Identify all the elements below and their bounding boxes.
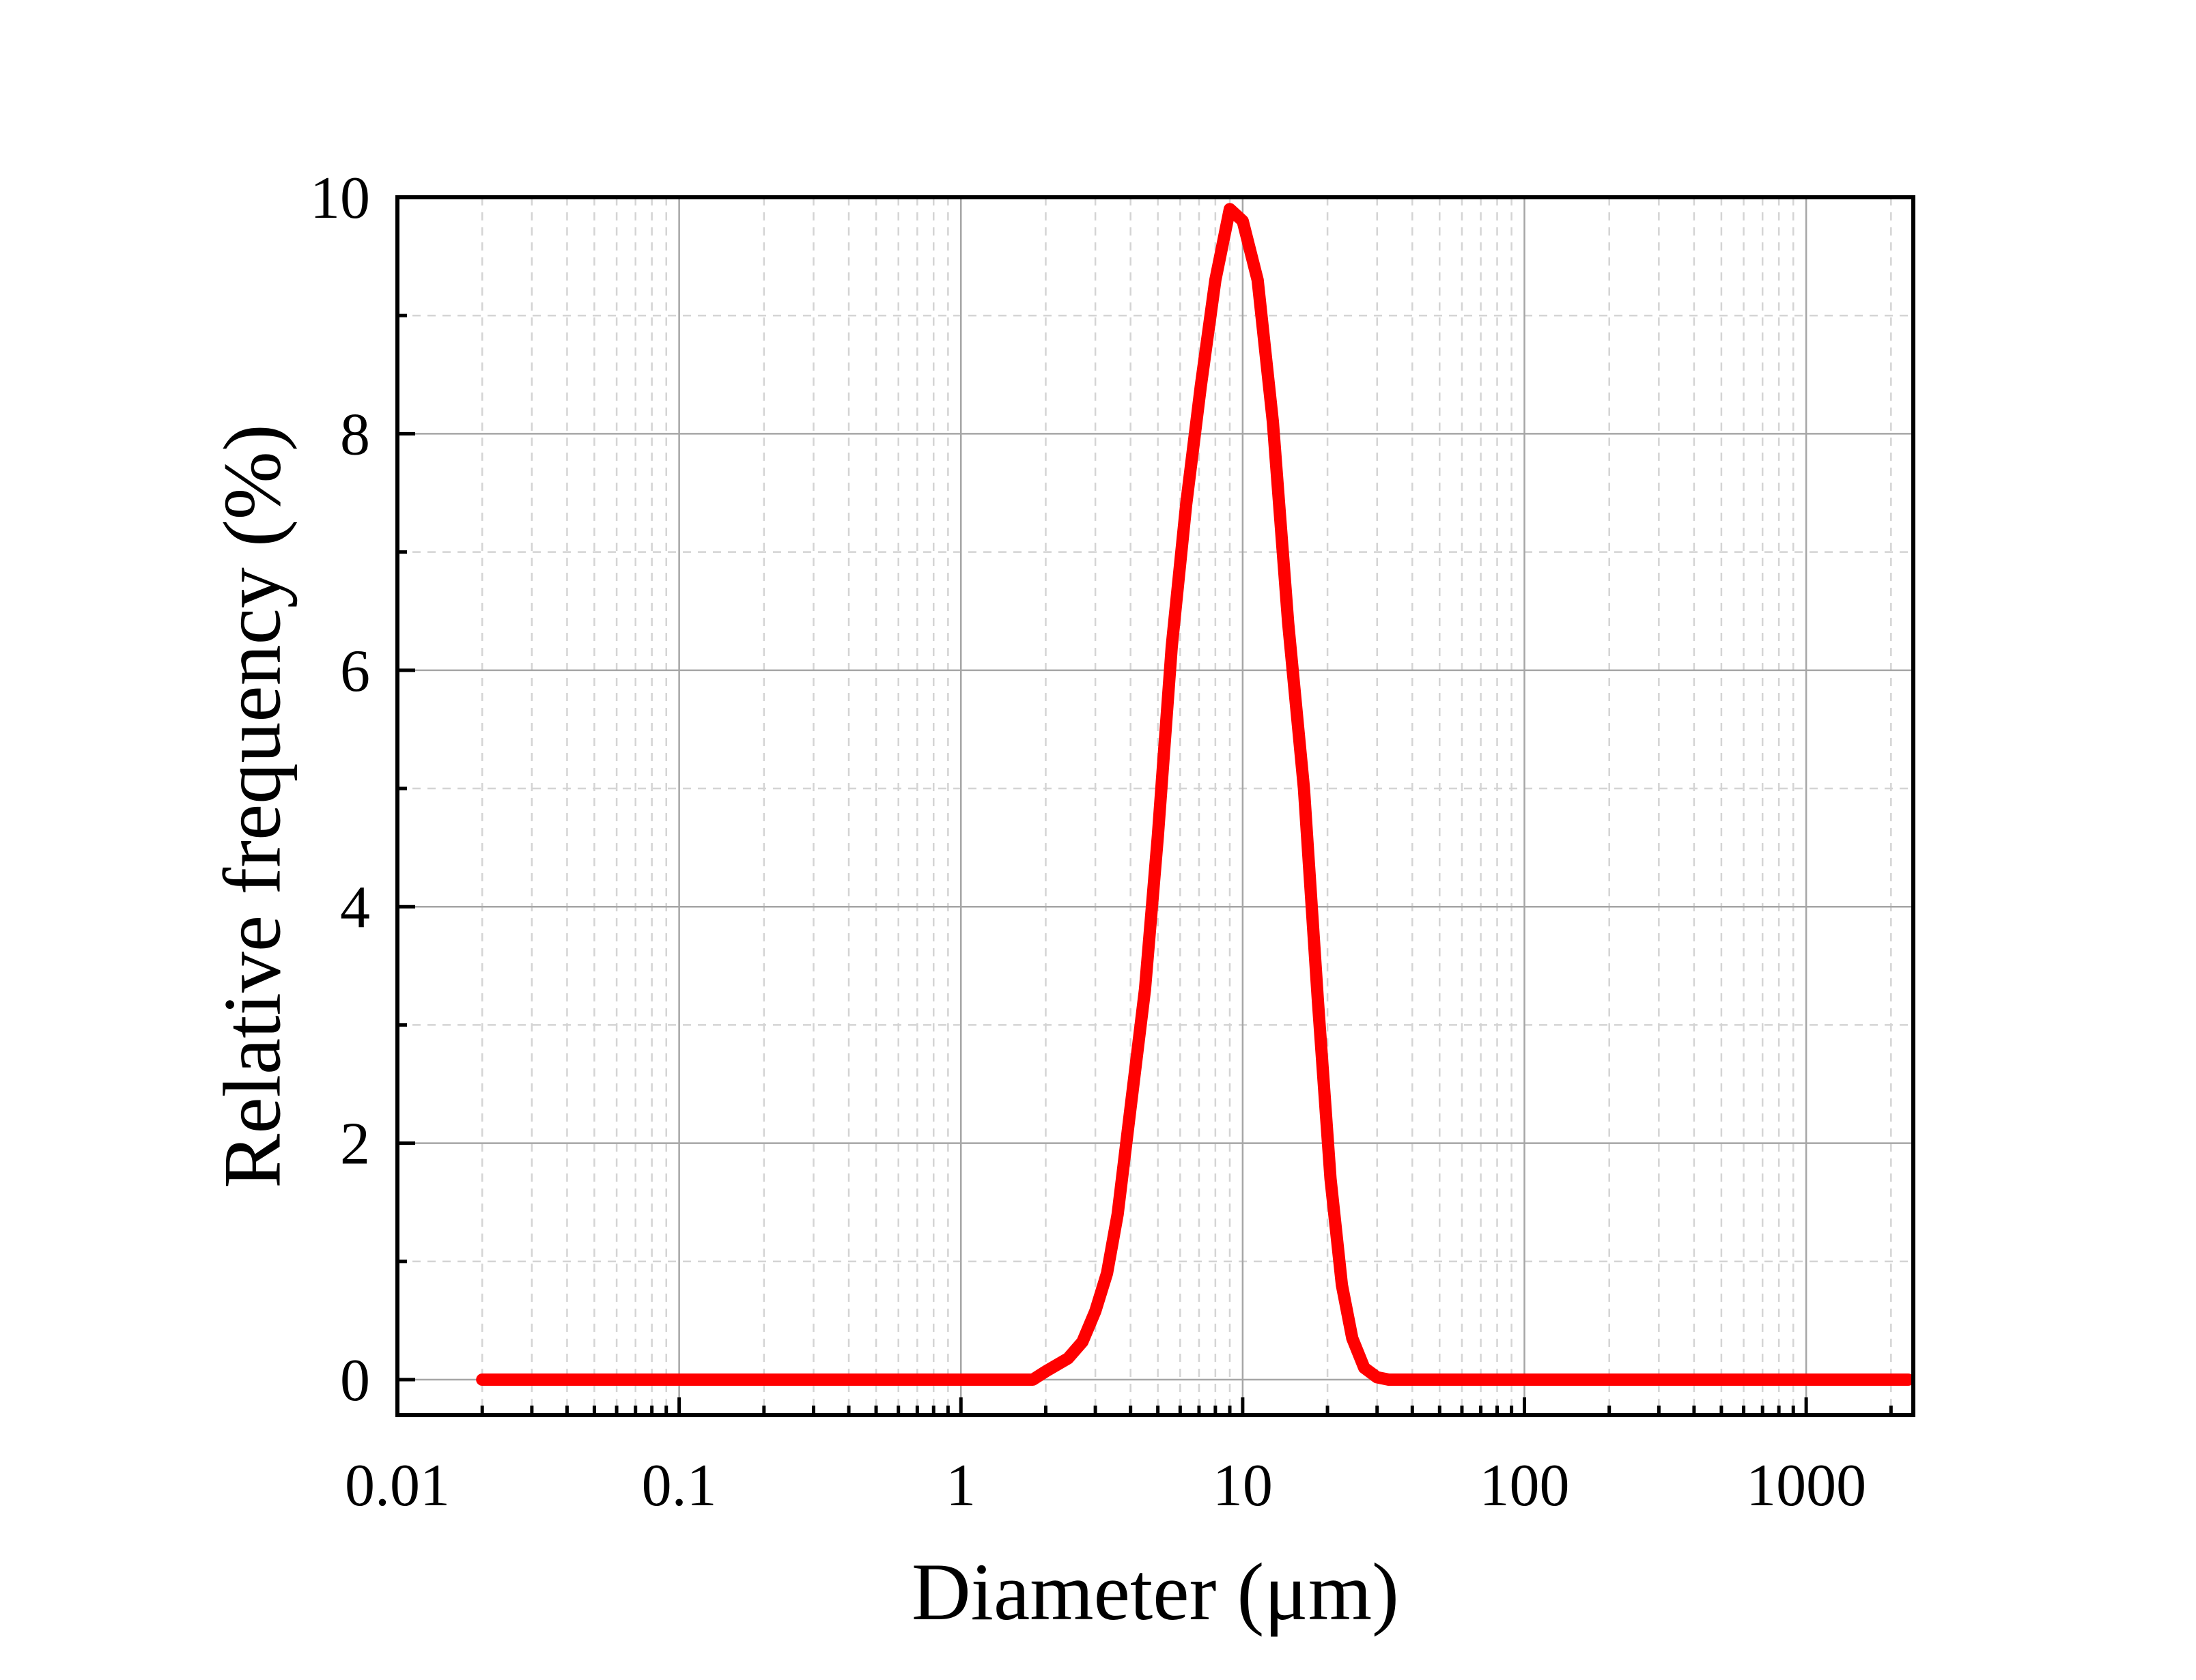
axis-ticks bbox=[395, 195, 1893, 1415]
y-tick-labels: 0 2 4 6 8 10 bbox=[310, 165, 370, 1414]
plot-frame bbox=[395, 195, 1915, 1417]
y-tick-label: 0 bbox=[340, 1348, 370, 1414]
y-tick-label: 6 bbox=[340, 638, 370, 704]
data-series bbox=[476, 203, 1915, 1386]
y-tick-label: 4 bbox=[340, 874, 370, 941]
x-tick-labels: 0.01 0.1 1 10 100 1000 bbox=[345, 1453, 1866, 1519]
y-axis-title: Relative frequency (%) bbox=[207, 424, 298, 1188]
x-tick-label: 1000 bbox=[1746, 1453, 1866, 1519]
x-tick-label: 100 bbox=[1479, 1453, 1569, 1519]
y-tick-label: 8 bbox=[340, 401, 370, 468]
x-tick-label: 10 bbox=[1213, 1453, 1273, 1519]
series-line bbox=[476, 203, 1915, 1386]
x-tick-label: 0.01 bbox=[345, 1453, 450, 1519]
x-axis-title: Diameter (μm) bbox=[912, 1546, 1399, 1637]
y-tick-label: 10 bbox=[310, 165, 370, 231]
grid bbox=[397, 197, 1913, 1415]
y-tick-label: 2 bbox=[340, 1111, 370, 1178]
x-tick-label: 1 bbox=[946, 1453, 976, 1519]
x-tick-label: 0.1 bbox=[642, 1453, 717, 1519]
